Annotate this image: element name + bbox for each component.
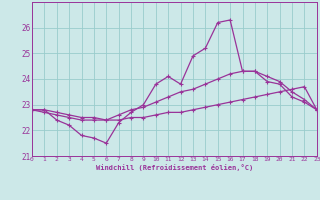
X-axis label: Windchill (Refroidissement éolien,°C): Windchill (Refroidissement éolien,°C)	[96, 164, 253, 171]
